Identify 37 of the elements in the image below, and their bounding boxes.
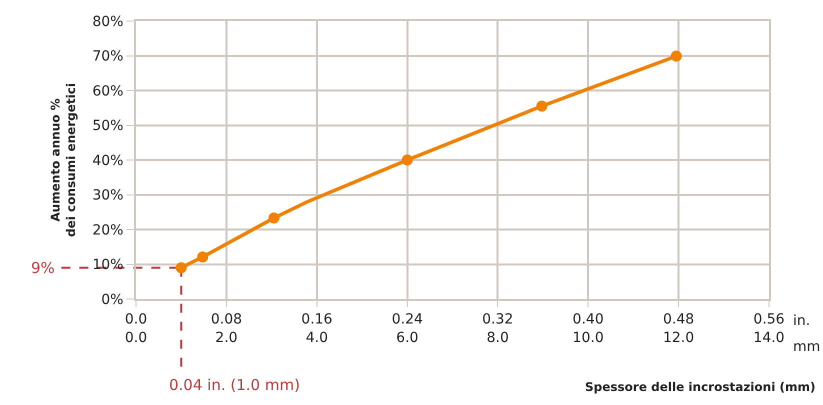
x-tick-label: 0.24	[392, 312, 423, 328]
y-tick-label: 70%	[92, 48, 124, 65]
x-tick-label: 0.48	[662, 312, 694, 328]
y-tick-label: 40%	[92, 152, 124, 169]
x-tick-label: 0.16	[301, 312, 333, 328]
x-axis-title: Spessore delle incrostazioni (mm)	[585, 380, 816, 394]
point	[268, 212, 280, 224]
x2-tick-label: 8.0	[486, 330, 509, 346]
x2-axis-title: mm	[793, 339, 820, 355]
ref-line-label: 0.04 in. (1.0 mm)	[169, 376, 300, 394]
x-tick-label: 0.08	[210, 312, 242, 328]
ref-line-label: 9%	[31, 259, 55, 277]
y-tick-label: 0%	[101, 292, 124, 308]
x2-tick-label: 4.0	[306, 330, 328, 346]
point	[670, 50, 682, 62]
point	[197, 251, 208, 262]
text: in.	[793, 313, 810, 329]
x-tick-label: 0.0	[124, 312, 148, 328]
point	[176, 262, 187, 274]
x2-tick-label: 0.0	[124, 330, 148, 346]
y-tick-label: 10%	[92, 257, 124, 274]
point	[536, 100, 548, 112]
y-tick-label: 20%	[92, 222, 124, 238]
y-tick-label: 80%	[92, 14, 124, 30]
x2-tick-label: 14.0	[753, 330, 785, 346]
y-tick-label: 60%	[92, 83, 124, 100]
x2-tick-label: 6.0	[396, 330, 418, 346]
point	[402, 154, 413, 166]
x-tick-label: 0.56	[753, 312, 785, 328]
y-tick-label: 30%	[92, 188, 124, 204]
y-tick-label: 50%	[92, 118, 124, 134]
y-axis-title: Aumento annuo % dei consumi energetici	[48, 83, 78, 237]
x2-tick-label: 12.0	[662, 330, 694, 346]
x2-tick-label: 10.0	[572, 330, 604, 346]
x2-tick-label: 2.0	[215, 330, 238, 346]
x-tick-label: 0.40	[572, 312, 604, 328]
x-tick-label: 0.32	[482, 312, 514, 328]
